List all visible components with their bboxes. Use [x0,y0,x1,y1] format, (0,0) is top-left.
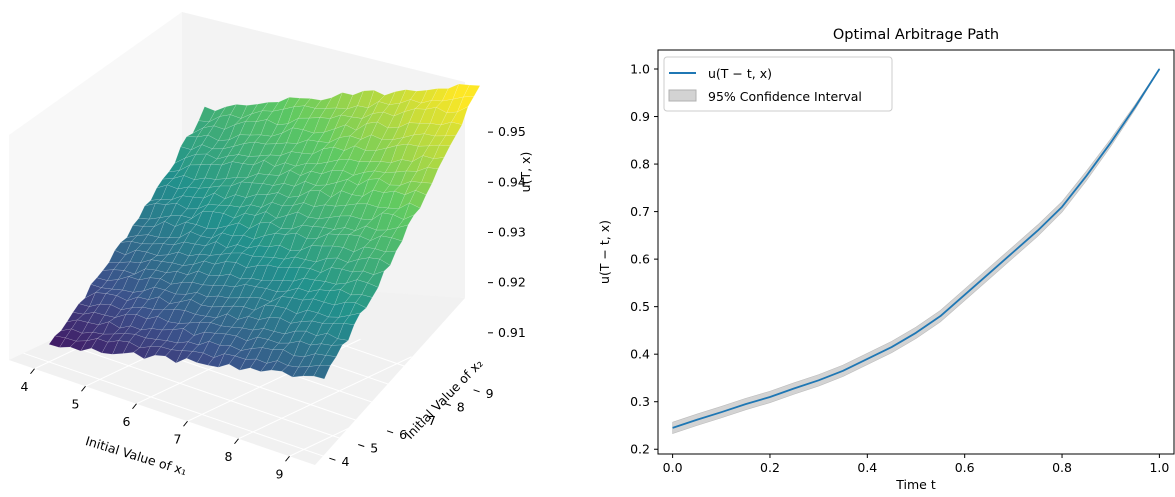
surface-x-tick-label: 5 [72,396,80,411]
surface-y-tick-label: 5 [370,441,378,456]
surface-x-tick-label: 7 [174,431,182,446]
floor-grid-x [238,356,412,440]
surface-cell [331,338,349,346]
surface-x-tick-mark [81,385,86,392]
y-tick-label: 0.7 [630,204,650,219]
surface-y-tick-mark [386,430,394,434]
surface-z-tick-label: 0.91 [498,325,526,340]
surface-cell [409,190,427,209]
line-ylabel: u(T − t, x) [597,220,612,284]
surface-zlabel: u(T, x) [518,152,533,193]
surface-cell [337,323,355,341]
legend-box [663,56,893,112]
y-tick-label: 0.2 [630,442,650,457]
surface-cell [391,224,409,242]
x-tick-label: 0.6 [955,460,975,475]
surface-y-tick-label: 4 [341,454,349,469]
y-tick-label: 0.5 [630,299,650,314]
series-line [672,68,1161,429]
surface-z-tick-label: 0.94 [498,174,526,189]
surface-z-tick-label: 0.93 [498,224,526,239]
legend-band-label: 95% Confidence Interval [708,89,862,104]
legend-band-swatch [668,89,697,102]
surface-y-tick-label: 9 [486,386,494,401]
surface-y-tick-label: 8 [457,400,465,415]
line-chart-title: Optimal Arbitrage Path [833,27,999,43]
legend: u(T − t, x) 95% Confidence Interval [663,56,893,112]
line-plot-frame [657,49,1175,455]
y-tick-label: 0.9 [630,109,650,124]
surface-y-tick-mark [329,457,336,461]
x-tick-label: 0.0 [663,460,683,475]
surface-x-tick-label: 8 [225,449,233,464]
floor-grid-x [289,373,463,457]
confidence-band [672,67,1160,434]
surface-x-tick-mark [234,438,239,445]
x-tick-label: 0.4 [857,460,877,475]
floor-grid-y [23,352,330,459]
surface-z-tick-label: 0.95 [498,124,526,139]
surface-cell [379,250,397,266]
surface-x-tick-label: 6 [123,414,131,429]
line-axes: 0.0 0.2 0.4 0.6 0.8 1.0 0.2 0.3 0.4 0.5 0.6 0.7 0.8 0… [630,62,1169,475]
surface-cell [439,134,457,146]
floor-grid-y [52,339,359,445]
surface-chart: 4 5 6 7 8 9 4 5 6 7 8 9 0.91 0.92 0.93 0.94 0.95 Initial… [9,12,533,481]
surface-cell [451,106,469,125]
surface-y-tick-mark [415,416,423,420]
surface-cell [343,312,361,325]
surface-ylabel: Initial Value of x₂ [402,356,486,442]
surface-x-tick-label: 4 [21,379,29,394]
surface-y-tick-mark [358,444,365,447]
surface-y-tick-label: 7 [428,413,436,428]
surface-mesh [48,83,481,380]
line-xlabel: Time t [895,477,936,492]
y-tick-label: 1.0 [630,62,650,77]
surface-cell [313,365,331,380]
x-tick-label: 1.0 [1149,460,1169,475]
surface-y-tick-label: 6 [399,427,407,442]
legend-series-label: u(T − t, x) [708,66,772,81]
surface-y-tick-mark [444,403,451,406]
line-chart: Optimal Arbitrage Path 0.0 0.2 0.4 0.6 0.8 1.… [597,27,1175,492]
y-tick-label: 0.3 [630,394,650,409]
y-tick-label: 0.4 [630,347,650,362]
y-tick-label: 0.8 [630,157,650,172]
surface-y-tick-mark [473,389,480,393]
surface-x-tick-mark [285,455,290,462]
x-tick-label: 0.8 [1052,460,1072,475]
y-tick-label: 0.6 [630,252,650,267]
surface-axes: 4 5 6 7 8 9 4 5 6 7 8 9 0.91 0.92 0.93 0.94 0.95 [21,124,526,481]
surface-z-tick-label: 0.92 [498,275,526,290]
surface-x-tick-label: 9 [276,466,284,481]
surface-cell [457,95,475,113]
surface-x-tick-mark [183,420,188,427]
surface-cell [349,302,367,316]
surface-cell [367,270,385,288]
surface-cell [361,282,379,298]
line-plot-area [672,67,1161,434]
x-tick-label: 0.2 [760,460,780,475]
surface-x-tick-mark [132,403,137,410]
surface-x-tick-mark [30,368,35,375]
